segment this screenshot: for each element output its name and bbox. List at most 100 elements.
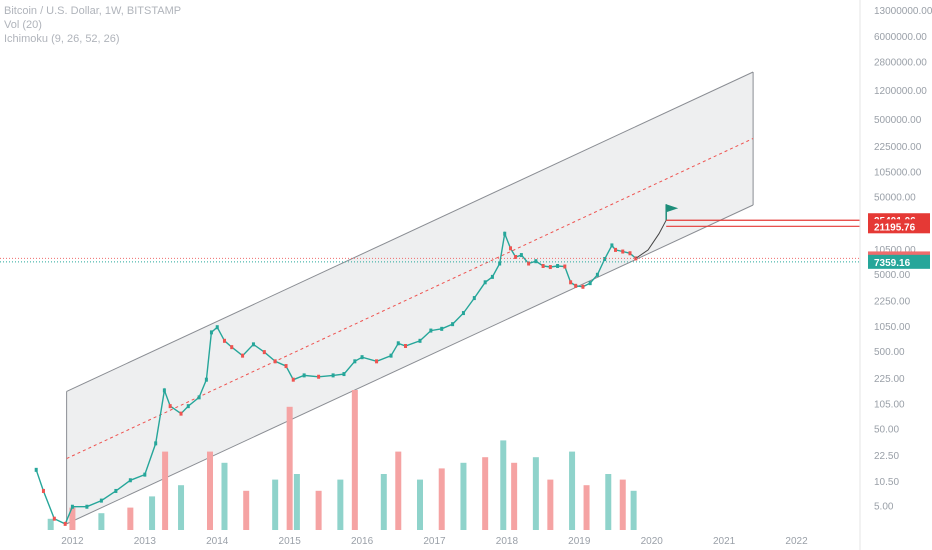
price-candle xyxy=(514,254,518,259)
price-label-box xyxy=(868,219,930,234)
y-tick-label: 225000.00 xyxy=(874,142,922,153)
price-candle xyxy=(527,261,531,266)
price-candle xyxy=(503,231,507,236)
y-tick-label: 13000000.00 xyxy=(874,6,932,17)
price-candle xyxy=(360,355,364,360)
y-tick-label: 2800000.00 xyxy=(874,57,927,68)
volume-bars xyxy=(47,390,637,530)
legend-ichimoku[interactable]: Ichimoku (9, 26, 52, 26) xyxy=(4,33,120,45)
volume-bar xyxy=(149,496,156,530)
price-candle xyxy=(114,488,118,493)
y-tick-label: 1200000.00 xyxy=(874,86,927,97)
price-candle xyxy=(603,257,607,262)
volume-bar xyxy=(243,490,250,530)
y-tick-label: 22.50 xyxy=(874,451,899,462)
price-candle xyxy=(534,259,538,264)
price-candle xyxy=(581,284,585,289)
price-candle xyxy=(588,281,592,286)
price-candle xyxy=(197,395,201,400)
volume-bar xyxy=(511,462,518,530)
volume-bar xyxy=(47,518,54,530)
volume-bar xyxy=(500,440,507,530)
price-candle xyxy=(179,411,183,416)
price-candle xyxy=(509,246,513,251)
flag-icon xyxy=(666,204,679,213)
price-candle xyxy=(85,504,89,509)
price-candle xyxy=(262,350,266,355)
horizontal-levels xyxy=(0,219,860,263)
y-tick-label: 5000.00 xyxy=(874,270,911,281)
volume-bar xyxy=(630,490,637,530)
price-candle xyxy=(186,404,190,409)
price-candle xyxy=(472,296,476,301)
volume-bar xyxy=(162,451,169,530)
x-tick-label: 2014 xyxy=(206,536,229,547)
price-candle xyxy=(614,247,618,252)
price-candle xyxy=(396,341,400,346)
x-tick-label: 2022 xyxy=(785,536,808,547)
volume-bar xyxy=(272,479,279,530)
price-candle xyxy=(610,243,614,248)
price-candle xyxy=(621,249,625,254)
price-candle xyxy=(569,280,573,285)
price-candle xyxy=(41,488,45,493)
volume-bar xyxy=(417,479,423,530)
price-candle xyxy=(70,504,74,509)
price-candle xyxy=(483,280,487,285)
price-candle xyxy=(331,373,335,378)
price-candle xyxy=(128,478,132,483)
price-candle xyxy=(241,353,245,358)
x-tick-label: 2016 xyxy=(351,536,374,547)
channel-fill xyxy=(66,72,754,524)
legend-volume[interactable]: Vol (20) xyxy=(4,19,42,31)
price-axis[interactable]: 13000000.00 6000000.00 2800000.00 1200000.0… xyxy=(859,0,932,550)
price-candle xyxy=(541,263,545,268)
y-tick-label: 1050.00 xyxy=(874,322,911,333)
volume-bar xyxy=(619,479,626,530)
price-candle xyxy=(204,377,208,382)
price-label-box xyxy=(868,254,930,269)
price-candle xyxy=(548,265,552,270)
price-candle xyxy=(251,342,255,347)
price-candle xyxy=(451,322,455,327)
x-tick-label: 2021 xyxy=(713,536,736,547)
volume-bar xyxy=(395,451,402,530)
channel-upper-line xyxy=(66,71,754,392)
price-candle xyxy=(222,338,226,343)
price-candle xyxy=(284,364,288,369)
regression-channel xyxy=(66,71,754,525)
volume-bar xyxy=(98,513,105,530)
y-tick-label: 500000.00 xyxy=(874,115,922,126)
time-axis[interactable]: 2012 2013 2014 2015 2016 2017 2018 2019 2020 2021… xyxy=(61,536,808,547)
price-candle xyxy=(404,343,408,348)
x-tick-label: 2018 xyxy=(496,536,519,547)
x-tick-label: 2015 xyxy=(279,536,302,547)
channel-lower-line xyxy=(66,204,754,525)
price-candle xyxy=(168,404,172,409)
volume-bar xyxy=(482,457,489,530)
price-candle xyxy=(273,359,277,364)
price-candle xyxy=(498,261,502,266)
price-candle xyxy=(52,516,56,521)
volume-bar xyxy=(380,474,387,530)
volume-bar xyxy=(207,451,213,530)
price-candle xyxy=(595,272,599,277)
price-candle xyxy=(317,374,321,379)
y-tick-label: 225.00 xyxy=(874,374,905,385)
legend-symbol[interactable]: Bitcoin / U.S. Dollar, 1W, BITSTAMP xyxy=(4,5,182,17)
price-candle xyxy=(215,325,219,330)
volume-bar xyxy=(569,451,576,530)
volume-bar xyxy=(337,479,344,530)
y-tick-label: 5.00 xyxy=(874,502,894,513)
y-tick-label: 2250.00 xyxy=(874,297,911,308)
chart-legend: Bitcoin / U.S. Dollar, 1W, BITSTAMP Vol … xyxy=(4,4,181,46)
price-candle xyxy=(230,345,234,350)
y-tick-label: 105.00 xyxy=(874,400,905,411)
price-candle xyxy=(556,263,560,268)
price-candle xyxy=(302,373,306,378)
price-candle xyxy=(461,311,465,316)
volume-bar xyxy=(351,390,358,530)
price-candle xyxy=(154,441,158,446)
price-series xyxy=(34,231,638,526)
